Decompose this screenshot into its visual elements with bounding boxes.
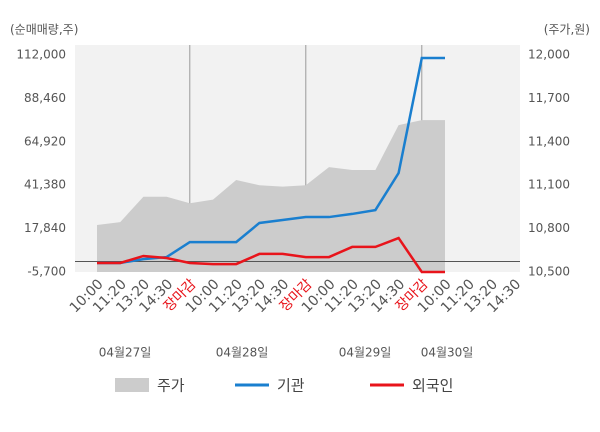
- y2-tick-label: 11,700: [528, 91, 570, 105]
- y-tick-label: -5,700: [27, 265, 66, 279]
- legend-label: 외국인: [412, 377, 453, 395]
- day-label: 04월28일: [216, 346, 269, 360]
- y-tick-label: 88,460: [24, 91, 66, 105]
- y2-axis-label: (주가,원): [544, 23, 590, 37]
- day-label: 04월29일: [339, 346, 392, 360]
- day-label: 04월27일: [99, 346, 152, 360]
- y2-tick-label: 10,500: [528, 265, 570, 279]
- legend-swatch: [115, 378, 149, 392]
- series-line: [97, 236, 445, 274]
- y-tick-label: 41,380: [24, 178, 66, 192]
- legend-label: 주가: [157, 377, 185, 395]
- y-tick-label: 112,000: [16, 48, 66, 62]
- y2-tick-label: 11,400: [528, 134, 570, 148]
- y2-tick-label: 10,800: [528, 221, 570, 235]
- y-axis-label: (순매매량,주): [10, 23, 78, 37]
- day-label: 04월30일: [421, 346, 474, 360]
- price-area: [97, 120, 445, 272]
- y-tick-label: 17,840: [24, 221, 66, 235]
- legend-label: 기관: [277, 377, 305, 395]
- y2-tick-label: 11,100: [528, 178, 570, 192]
- y2-tick-label: 12,000: [528, 48, 570, 62]
- y-tick-label: 64,920: [24, 134, 66, 148]
